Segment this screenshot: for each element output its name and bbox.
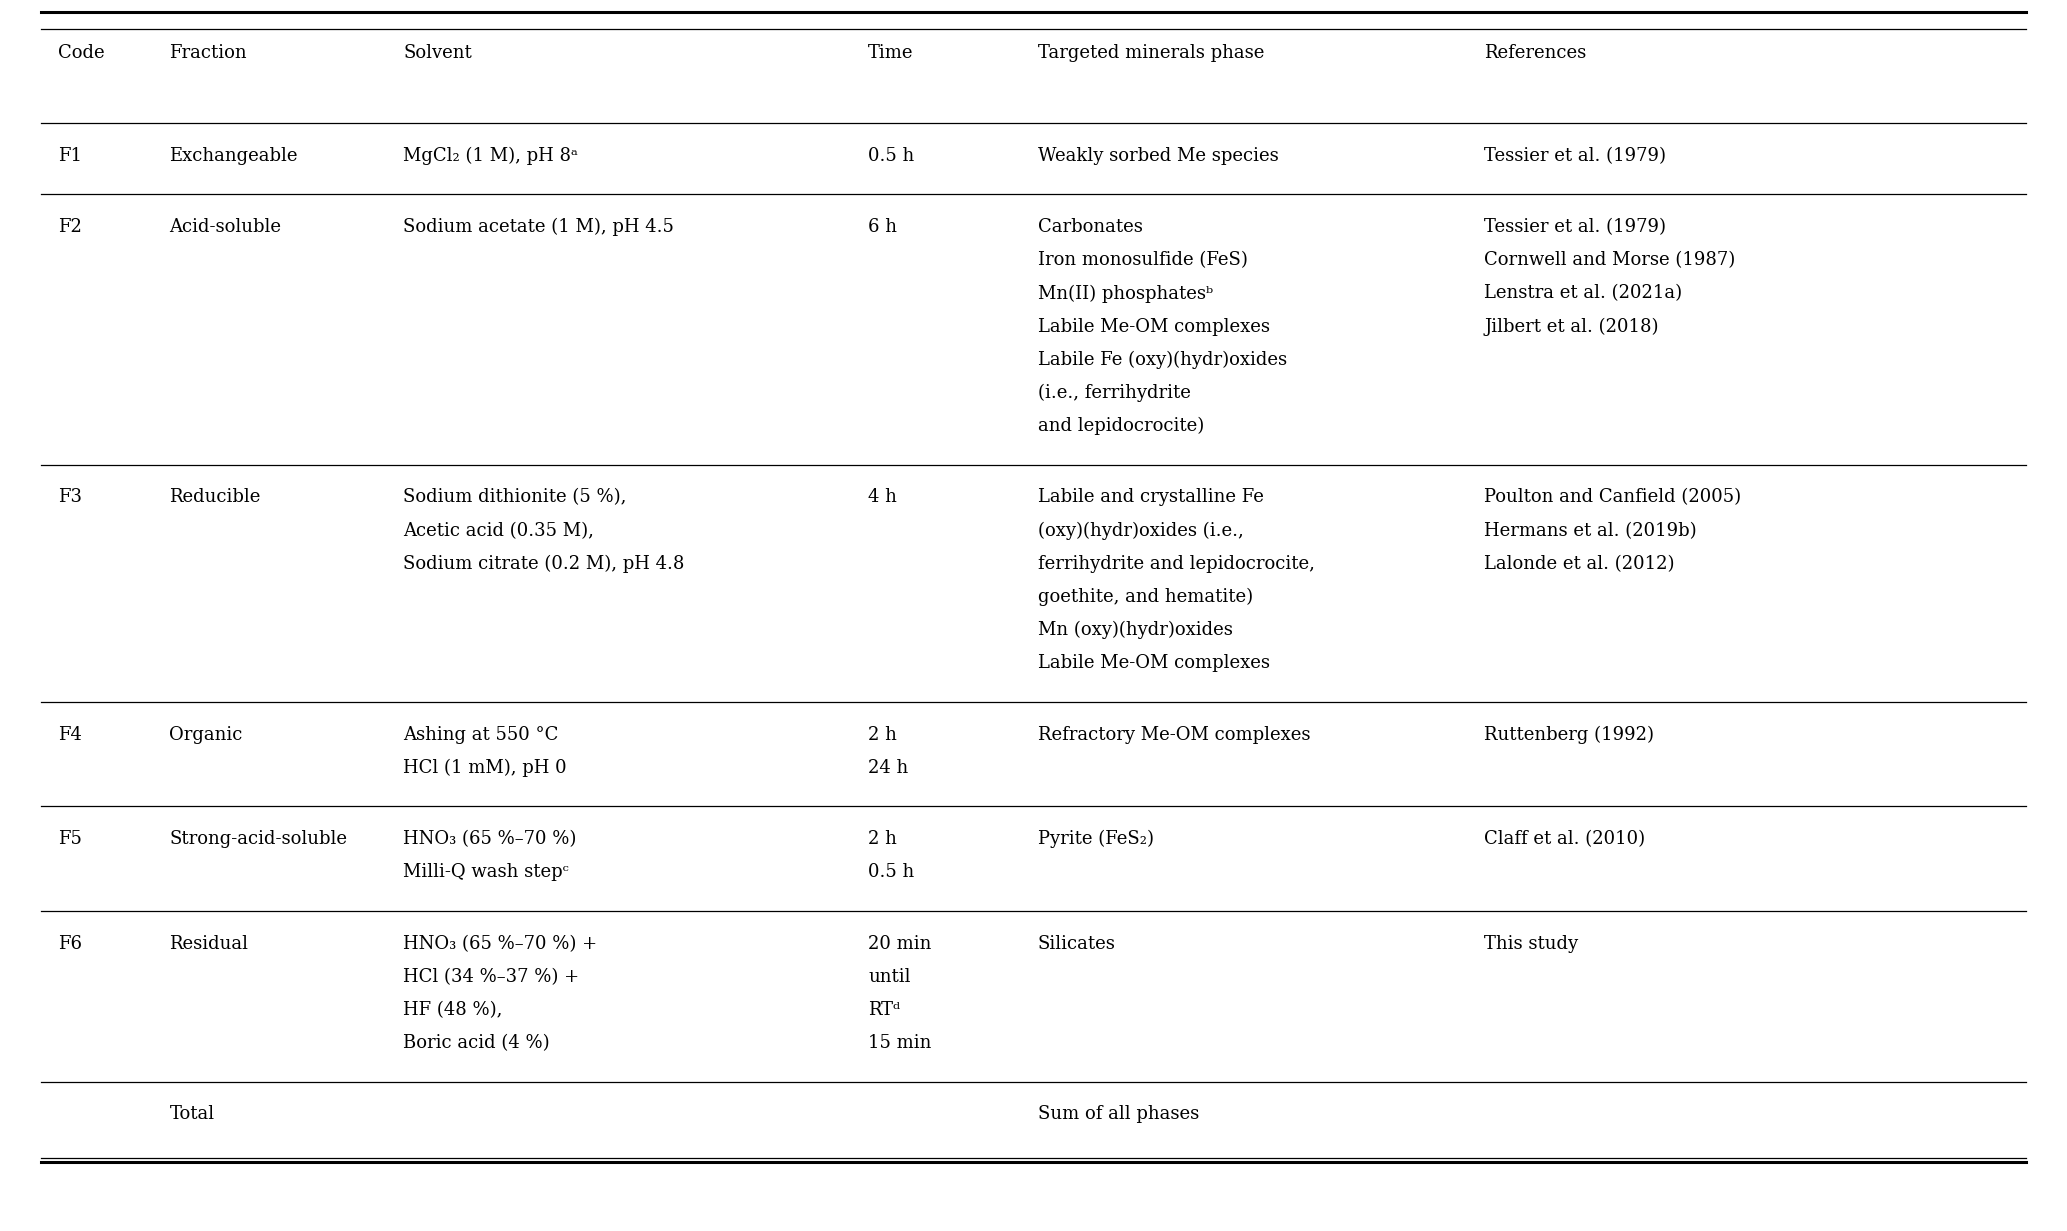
Text: F2: F2 (58, 218, 83, 236)
Text: HNO₃ (65 %–70 %) +: HNO₃ (65 %–70 %) + (403, 934, 597, 953)
Text: Organic: Organic (169, 725, 242, 744)
Text: Sum of all phases: Sum of all phases (1038, 1105, 1199, 1124)
Text: 6 h: 6 h (868, 218, 897, 236)
Text: Reducible: Reducible (169, 489, 260, 506)
Text: F1: F1 (58, 146, 83, 165)
Text: HCl (1 mM), pH 0: HCl (1 mM), pH 0 (403, 758, 566, 777)
Text: 20 min: 20 min (868, 934, 932, 953)
Text: goethite, and hematite): goethite, and hematite) (1038, 588, 1253, 606)
Text: 4 h: 4 h (868, 489, 897, 506)
Text: Jilbert et al. (2018): Jilbert et al. (2018) (1484, 318, 1658, 336)
Text: 15 min: 15 min (868, 1034, 932, 1053)
Text: Tessier et al. (1979): Tessier et al. (1979) (1484, 146, 1666, 165)
Text: Claff et al. (2010): Claff et al. (2010) (1484, 830, 1645, 848)
Text: Labile Me-OM complexes: Labile Me-OM complexes (1038, 318, 1269, 336)
Text: (i.e., ferrihydrite: (i.e., ferrihydrite (1038, 384, 1191, 403)
Text: Acid-soluble: Acid-soluble (169, 218, 281, 236)
Text: Carbonates: Carbonates (1038, 218, 1143, 236)
Text: Refractory Me-OM complexes: Refractory Me-OM complexes (1038, 725, 1310, 744)
Text: Solvent: Solvent (403, 44, 471, 62)
Text: Boric acid (4 %): Boric acid (4 %) (403, 1034, 550, 1053)
Text: Strong-acid-soluble: Strong-acid-soluble (169, 830, 347, 848)
Text: Cornwell and Morse (1987): Cornwell and Morse (1987) (1484, 251, 1736, 270)
Text: 24 h: 24 h (868, 758, 907, 777)
Text: 2 h: 2 h (868, 830, 897, 848)
Text: and lepidocrocite): and lepidocrocite) (1038, 417, 1203, 436)
Text: References: References (1484, 44, 1585, 62)
Text: Labile and crystalline Fe: Labile and crystalline Fe (1038, 489, 1263, 506)
Text: Mn(II) phosphatesᵇ: Mn(II) phosphatesᵇ (1038, 284, 1213, 303)
Text: F5: F5 (58, 830, 83, 848)
Text: Mn (oxy)(hydr)oxides: Mn (oxy)(hydr)oxides (1038, 622, 1232, 639)
Text: Milli-Q wash stepᶜ: Milli-Q wash stepᶜ (403, 863, 568, 881)
Text: Acetic acid (0.35 M),: Acetic acid (0.35 M), (403, 522, 593, 539)
Text: Sodium dithionite (5 %),: Sodium dithionite (5 %), (403, 489, 626, 506)
Text: Iron monosulfide (FeS): Iron monosulfide (FeS) (1038, 251, 1248, 270)
Text: This study: This study (1484, 934, 1579, 953)
Text: F4: F4 (58, 725, 83, 744)
Text: F6: F6 (58, 934, 83, 953)
Text: ferrihydrite and lepidocrocite,: ferrihydrite and lepidocrocite, (1038, 555, 1315, 572)
Text: Fraction: Fraction (169, 44, 248, 62)
Text: Poulton and Canfield (2005): Poulton and Canfield (2005) (1484, 489, 1740, 506)
Text: HCl (34 %–37 %) +: HCl (34 %–37 %) + (403, 968, 579, 986)
Text: Exchangeable: Exchangeable (169, 146, 298, 165)
Text: Lalonde et al. (2012): Lalonde et al. (2012) (1484, 555, 1674, 572)
Text: Total: Total (169, 1105, 215, 1124)
Text: until: until (868, 968, 912, 986)
Text: Ashing at 550 °C: Ashing at 550 °C (403, 725, 558, 744)
Text: MgCl₂ (1 M), pH 8ᵃ: MgCl₂ (1 M), pH 8ᵃ (403, 146, 579, 165)
Text: (oxy)(hydr)oxides (i.e.,: (oxy)(hydr)oxides (i.e., (1038, 522, 1244, 540)
Text: Residual: Residual (169, 934, 248, 953)
Text: Tessier et al. (1979): Tessier et al. (1979) (1484, 218, 1666, 236)
Text: Labile Fe (oxy)(hydr)oxides: Labile Fe (oxy)(hydr)oxides (1038, 351, 1288, 369)
Text: 0.5 h: 0.5 h (868, 863, 914, 881)
Text: 2 h: 2 h (868, 725, 897, 744)
Text: Sodium citrate (0.2 M), pH 4.8: Sodium citrate (0.2 M), pH 4.8 (403, 555, 684, 572)
Text: Ruttenberg (1992): Ruttenberg (1992) (1484, 725, 1654, 744)
Text: Lenstra et al. (2021a): Lenstra et al. (2021a) (1484, 284, 1683, 303)
Text: Labile Me-OM complexes: Labile Me-OM complexes (1038, 655, 1269, 672)
Text: Targeted minerals phase: Targeted minerals phase (1038, 44, 1265, 62)
Text: Time: Time (868, 44, 914, 62)
Text: Code: Code (58, 44, 105, 62)
Text: F3: F3 (58, 489, 83, 506)
Text: 0.5 h: 0.5 h (868, 146, 914, 165)
Text: Silicates: Silicates (1038, 934, 1116, 953)
Text: HF (48 %),: HF (48 %), (403, 1001, 502, 1019)
Text: Sodium acetate (1 M), pH 4.5: Sodium acetate (1 M), pH 4.5 (403, 218, 674, 236)
Text: HNO₃ (65 %–70 %): HNO₃ (65 %–70 %) (403, 830, 577, 848)
Text: RTᵈ: RTᵈ (868, 1001, 901, 1019)
Text: Weakly sorbed Me species: Weakly sorbed Me species (1038, 146, 1277, 165)
Text: Hermans et al. (2019b): Hermans et al. (2019b) (1484, 522, 1697, 539)
Text: Pyrite (FeS₂): Pyrite (FeS₂) (1038, 830, 1153, 848)
